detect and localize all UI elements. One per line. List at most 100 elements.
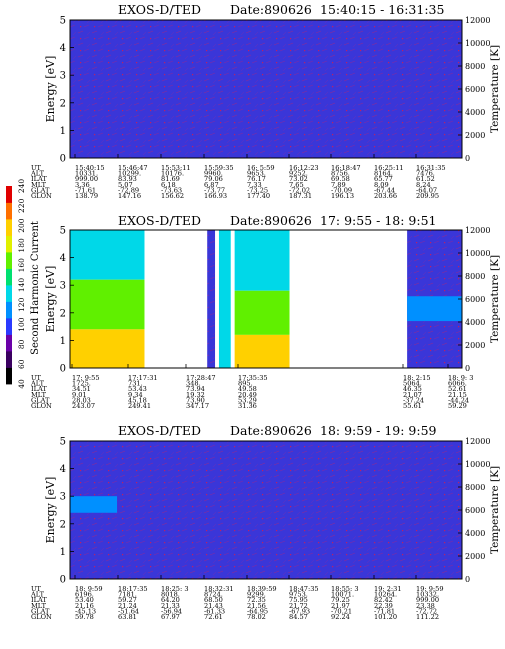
table-cell: 8018. bbox=[161, 591, 180, 599]
heatmap-region bbox=[70, 441, 462, 579]
table-cell: -44.24 bbox=[448, 396, 469, 404]
table-cell: 19: 2:31 bbox=[374, 585, 402, 593]
table-cell: 68.50 bbox=[204, 596, 223, 604]
table-cell: 22.39 bbox=[374, 602, 393, 610]
row-label: ILAT bbox=[31, 385, 47, 393]
table-cell: 999.00 bbox=[75, 175, 98, 183]
table-cell: -73.63 bbox=[161, 186, 182, 194]
y-tick-label: 1 bbox=[60, 336, 66, 347]
table-cell: 73.02 bbox=[289, 175, 308, 183]
table-cell: -64.07 bbox=[416, 186, 437, 194]
colorbar: 40 60 80 100 120 140 160 180 200 220 240 Second Har… bbox=[6, 179, 41, 389]
colorbar-tick-label: 240 bbox=[17, 179, 26, 194]
table-cell: 69.58 bbox=[331, 175, 350, 183]
y2-tick-label: 4000 bbox=[465, 318, 485, 327]
y2-tick-label: 4000 bbox=[465, 529, 485, 538]
table-cell: 7.89 bbox=[331, 181, 346, 189]
y2-tick-label: 12000 bbox=[465, 16, 490, 25]
table-cell: -72.89 bbox=[118, 186, 139, 194]
table-cell: 16:12:23 bbox=[289, 164, 319, 172]
table-cell: 67.97 bbox=[161, 613, 180, 621]
y2-axis-label: Temperature [K] bbox=[489, 45, 501, 133]
table-cell: 9252. bbox=[289, 170, 308, 178]
table-cell: 21.07 bbox=[403, 391, 422, 399]
table-cell: 17:35:35 bbox=[238, 374, 268, 382]
table-cell: 18: 9:59 bbox=[75, 585, 103, 593]
table-cell: 92.24 bbox=[331, 613, 350, 621]
row-label: GLAT bbox=[31, 186, 50, 194]
table-cell: 18: 9: 3 bbox=[448, 374, 473, 382]
table-cell: 18:47:35 bbox=[289, 585, 319, 593]
colorbar-tick-label: 100 bbox=[17, 317, 26, 332]
table-cell: 9.34 bbox=[128, 391, 143, 399]
heatmap-region bbox=[407, 296, 462, 322]
y-tick-label: 5 bbox=[60, 226, 66, 237]
panel-3: EXOS-D/TED Date:890626 18: 9:59 - 19: 9:59… bbox=[30, 423, 501, 621]
table-cell: 15:40:15 bbox=[75, 164, 105, 172]
table-cell: 101.20 bbox=[374, 613, 397, 621]
y2-axis-label: Temperature [K] bbox=[489, 255, 501, 343]
row-label: ALT bbox=[30, 170, 45, 178]
colorbar-segment bbox=[6, 202, 12, 220]
table-cell: 249.41 bbox=[128, 402, 151, 410]
table-cell: 23.38 bbox=[416, 602, 435, 610]
table-cell: 21.15 bbox=[448, 391, 467, 399]
heatmap-region bbox=[234, 290, 290, 335]
y-tick-label: 1 bbox=[60, 126, 66, 137]
panel-title-mission: EXOS-D/TED bbox=[118, 423, 201, 438]
row-label: UT bbox=[31, 374, 42, 382]
table-cell: 7476. bbox=[416, 170, 435, 178]
y2-tick-label: 4000 bbox=[465, 108, 485, 117]
table-cell: 18:17:35 bbox=[118, 585, 148, 593]
panel-title-date: Date:890626 bbox=[230, 213, 312, 228]
table-cell: 17:17:31 bbox=[128, 374, 158, 382]
table-cell: 81.69 bbox=[161, 175, 180, 183]
table-cell: 18:55: 3 bbox=[331, 585, 359, 593]
table-cell: 187.31 bbox=[289, 192, 312, 200]
colorbar-label: Second Harmonic Current bbox=[30, 221, 41, 355]
colorbar-segment bbox=[6, 186, 12, 203]
row-label: UT bbox=[31, 164, 42, 172]
table-cell: 1725. bbox=[72, 380, 91, 388]
colorbar-tick-label: 120 bbox=[17, 297, 26, 312]
y2-tick-label: 0 bbox=[465, 575, 470, 584]
table-cell: -71.61 bbox=[75, 186, 96, 194]
table-cell: 45.18 bbox=[128, 396, 147, 404]
colorbar-tick-label: 160 bbox=[17, 258, 26, 273]
y2-tick-label: 2000 bbox=[465, 341, 485, 350]
y-tick-label: 5 bbox=[60, 16, 66, 27]
y2-axis-label: Temperature [K] bbox=[489, 466, 501, 554]
y-tick-label: 4 bbox=[60, 43, 66, 54]
table-cell: 10264. bbox=[374, 591, 397, 599]
table-cell: -37.24 bbox=[403, 396, 424, 404]
heatmap-region bbox=[70, 496, 118, 513]
table-cell: 111.22 bbox=[416, 613, 439, 621]
table-cell: 10332. bbox=[416, 591, 439, 599]
panel-title-range: 18: 9:59 - 19: 9:59 bbox=[320, 423, 437, 438]
table-cell: 347.17 bbox=[186, 402, 209, 410]
y-tick-label: 3 bbox=[60, 281, 66, 292]
y-tick-label: 5 bbox=[60, 437, 66, 448]
table-cell: 8164. bbox=[374, 170, 393, 178]
panel-title-date: Date:890626 bbox=[230, 423, 312, 438]
panel-title-date: Date:890626 bbox=[230, 2, 312, 17]
y2-tick-label: 10000 bbox=[465, 460, 490, 469]
colorbar-tick-label: 140 bbox=[17, 278, 26, 293]
table-cell: 21.24 bbox=[118, 602, 137, 610]
heatmap-region bbox=[218, 230, 231, 368]
table-cell: 73.94 bbox=[186, 385, 205, 393]
y2-tick-label: 8000 bbox=[465, 483, 485, 492]
table-cell: 8756. bbox=[331, 170, 350, 178]
table-cell: 8724. bbox=[204, 591, 223, 599]
y-axis-label: Energy [eV] bbox=[44, 266, 57, 333]
y-tick-label: 4 bbox=[60, 464, 66, 475]
table-cell: 17:28:47 bbox=[186, 374, 216, 382]
row-label: GLAT bbox=[31, 396, 50, 404]
table-cell: 9753. bbox=[289, 591, 308, 599]
y-tick-label: 0 bbox=[60, 364, 66, 375]
y-tick-label: 4 bbox=[60, 253, 66, 264]
y2-tick-label: 12000 bbox=[465, 226, 490, 235]
table-cell: 3.36 bbox=[75, 181, 90, 189]
y-axis-label: Energy [eV] bbox=[44, 56, 57, 123]
colorbar-segment bbox=[6, 351, 12, 368]
